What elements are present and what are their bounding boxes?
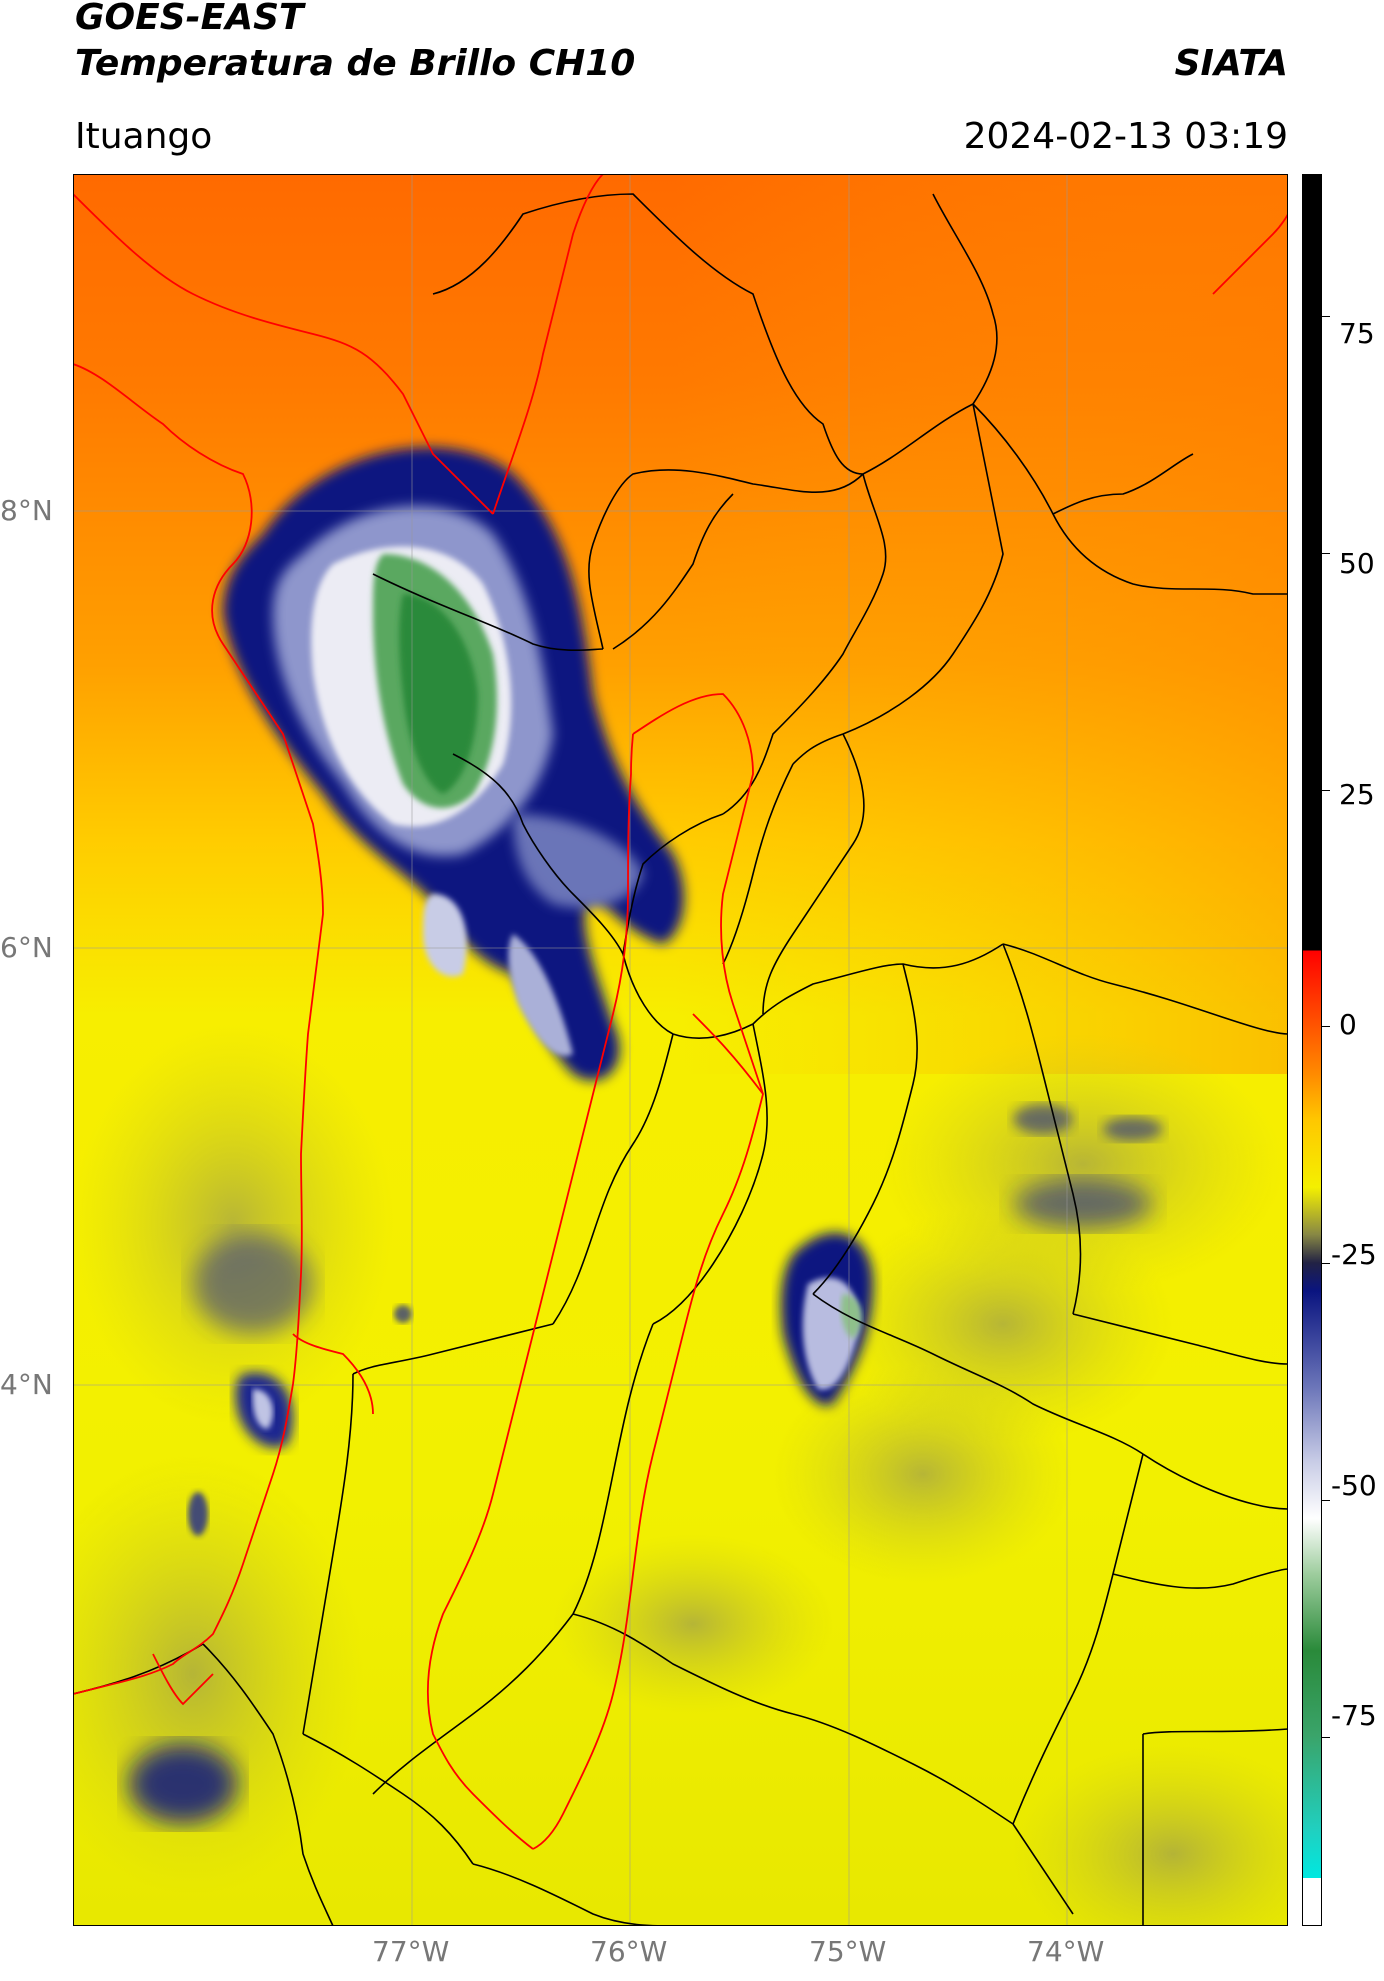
colorbar-tick <box>1322 316 1330 318</box>
warm-east-shading <box>673 174 1288 1074</box>
convective-cloud-systems <box>128 447 1163 1824</box>
colorbar-label-25: 25 <box>1339 778 1375 811</box>
title-satellite: GOES-EAST <box>75 0 304 38</box>
title-org: SIATA <box>1174 43 1288 84</box>
lon-label-74w: 74°W <box>1027 1935 1105 1968</box>
colorbar-label-minus75: -75 <box>1331 1699 1377 1732</box>
location-label: Ituango <box>75 116 213 157</box>
colorbar-label-75: 75 <box>1339 317 1375 350</box>
colorbar-tick <box>1322 1026 1330 1028</box>
lon-label-75w: 75°W <box>809 1935 887 1968</box>
colorbar-label-0: 0 <box>1339 1008 1357 1041</box>
watershed-boundaries <box>73 174 1288 1850</box>
gridlines <box>73 174 1288 1926</box>
map-canvas <box>73 174 1288 1926</box>
colorbar-label-minus50: -50 <box>1331 1469 1377 1502</box>
lat-label-8n: 8°N <box>0 494 53 527</box>
lat-label-4n: 4°N <box>0 1368 53 1401</box>
colorbar-tick <box>1322 552 1330 554</box>
colorbar-label-minus25: -25 <box>1331 1238 1377 1271</box>
colorbar-tick <box>1322 1263 1330 1265</box>
lon-label-77w: 77°W <box>372 1935 450 1968</box>
datetime-label: 2024-02-13 03:19 <box>963 116 1288 157</box>
lat-label-6n: 6°N <box>0 931 53 964</box>
lon-label-76w: 76°W <box>590 1935 668 1968</box>
mid-level-cloud-shading <box>73 1024 1288 1926</box>
colorbar-tick <box>1322 1736 1330 1738</box>
colorbar-tick <box>1322 789 1330 791</box>
colorbar <box>1302 174 1322 1926</box>
colorbar-tick <box>1322 1499 1330 1501</box>
title-product: Temperatura de Brillo CH10 <box>75 43 636 84</box>
admin-boundaries <box>73 193 1288 1926</box>
satellite-map[interactable] <box>73 174 1288 1926</box>
colorbar-label-50: 50 <box>1339 547 1375 580</box>
